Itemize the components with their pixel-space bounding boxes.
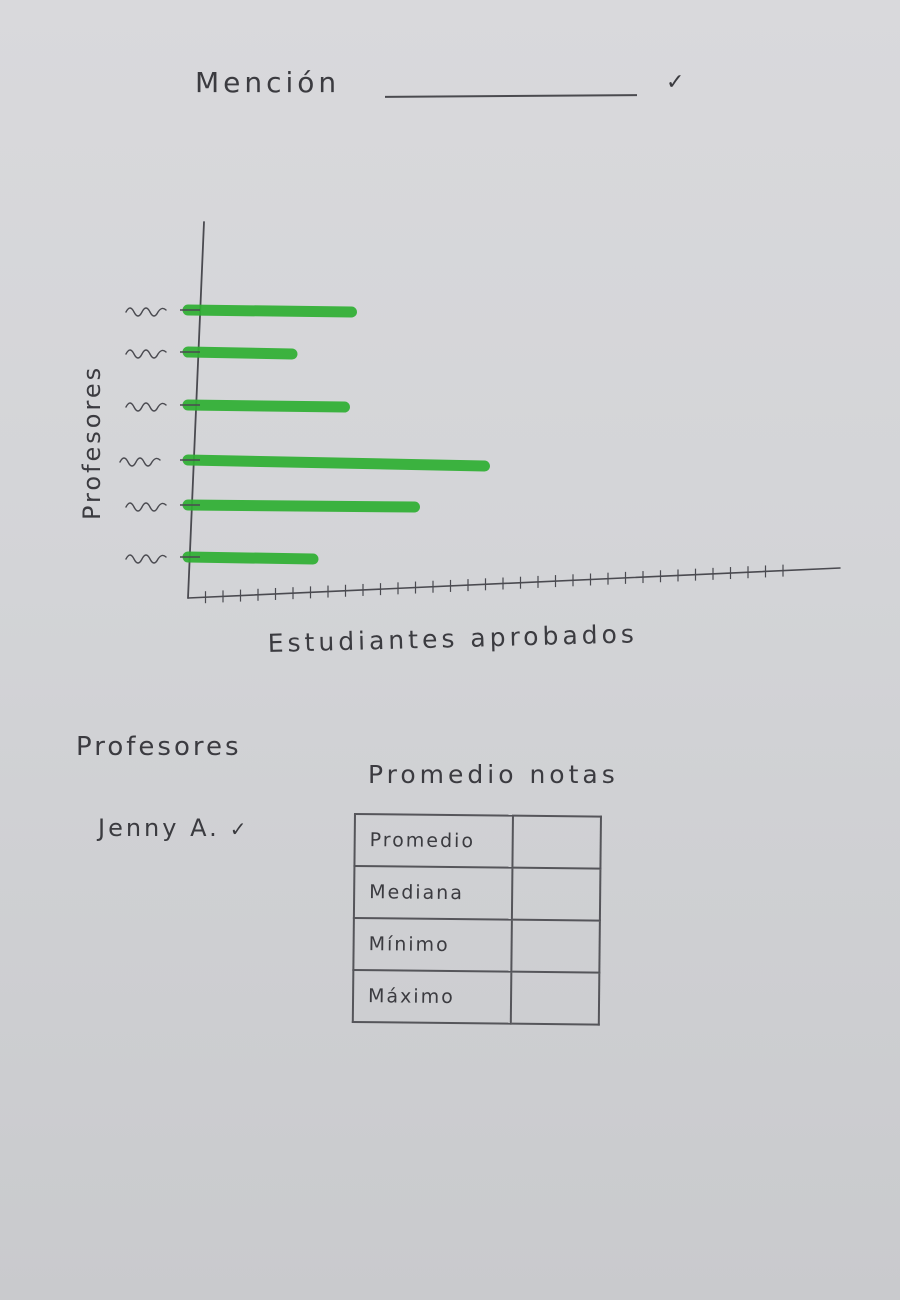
y-tick-label-scribble	[119, 457, 161, 467]
bar	[182, 304, 357, 318]
stats-row-mediana: Mediana	[353, 866, 601, 921]
stats-value	[511, 919, 600, 973]
stats-row-promedio: Promedio	[354, 814, 601, 869]
bar	[182, 454, 490, 472]
x-axis-line	[187, 567, 841, 599]
mencion-dropdown-arrow-icon[interactable]: ✓	[666, 70, 688, 95]
y-tick-label-scribble	[125, 554, 167, 564]
y-tick-label-scribble	[125, 402, 167, 412]
y-tick-label-scribble	[125, 349, 167, 359]
stats-title: Promedio notas	[368, 760, 619, 789]
profesor-selected-value: Jenny A.	[98, 814, 220, 842]
profesores-label: Profesores	[76, 732, 242, 762]
stats-label: Mediana	[353, 866, 513, 920]
professors-bar-chart: Profesores Estudiantes aprobados	[78, 221, 841, 658]
stats-value	[510, 971, 600, 1025]
stats-value	[511, 867, 601, 921]
stats-label: Máximo	[352, 970, 512, 1024]
stats-label: Promedio	[354, 814, 513, 868]
x-axis-label: Estudiantes aprobados	[267, 619, 638, 658]
stats-row-maximo: Máximo	[352, 970, 600, 1025]
bar	[182, 399, 350, 413]
mencion-label: Mención	[195, 66, 341, 99]
bar	[182, 346, 298, 360]
stats-row-minimo: Mínimo	[353, 918, 600, 973]
stats-table: Promedio Mediana Mínimo Máximo	[352, 813, 602, 1026]
y-tick-label-scribble	[125, 307, 167, 317]
stats-label: Mínimo	[353, 918, 512, 972]
profesor-dropdown[interactable]: Jenny A. ✓	[98, 814, 250, 842]
bar	[182, 551, 319, 565]
stats-value	[512, 815, 601, 869]
bar	[182, 499, 420, 513]
y-tick-label-scribble	[125, 502, 167, 512]
profesor-dropdown-arrow-icon[interactable]: ✓	[229, 817, 250, 841]
y-axis-label: Profesores	[78, 365, 106, 520]
